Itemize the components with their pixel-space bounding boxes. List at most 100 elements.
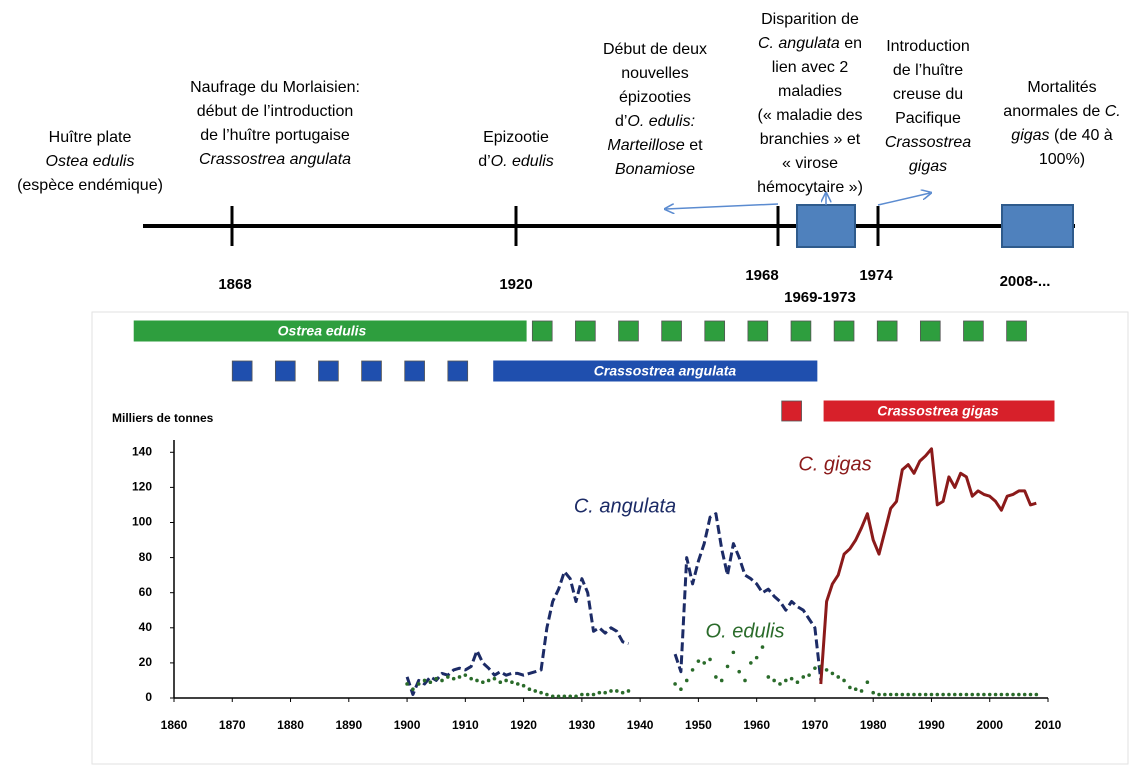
event-text-part: Naufrage du Morlaisien:: [190, 79, 360, 96]
event-text: de l’huître portugaise: [200, 127, 350, 144]
event-text-part: O. edulis: [491, 153, 554, 170]
data-point: [807, 673, 811, 677]
data-point: [615, 689, 619, 693]
event-text: Crassostrea angulata: [199, 151, 351, 168]
event-text-part: lien avec 2: [772, 59, 849, 76]
data-point: [708, 657, 712, 662]
event-text-part: nouvelles: [621, 65, 689, 82]
x-tick-label: 1970: [802, 718, 829, 732]
event-text-part: anormales de: [1003, 103, 1104, 120]
data-point: [1034, 692, 1039, 697]
data-point: [958, 692, 963, 697]
event-text-part: « virose: [782, 155, 838, 172]
event-text: 100%): [1039, 151, 1085, 168]
event-text-part: Huître plate: [49, 129, 132, 146]
event-text-part: en: [840, 35, 862, 52]
data-point: [993, 692, 998, 697]
timeline-period: [796, 204, 856, 248]
event-text-part: C. angulata: [758, 35, 840, 52]
data-point: [871, 690, 875, 695]
data-point: [405, 682, 409, 686]
x-tick-label: 1940: [627, 718, 654, 732]
arrow: [877, 193, 930, 206]
data-point: [784, 678, 788, 683]
presence-bar: [492, 359, 819, 383]
x-tick-label: 1860: [161, 718, 188, 732]
presence-sporadic: [231, 360, 469, 382]
y-tick-label: 60: [139, 585, 153, 599]
data-point: [451, 676, 456, 681]
event-text: Pacifique: [895, 110, 961, 127]
x-tick-label: 1910: [452, 718, 479, 732]
series-line: [405, 512, 823, 696]
data-point: [597, 690, 602, 695]
data-point: [481, 680, 485, 685]
presence-square: [963, 320, 984, 342]
data-point: [504, 678, 508, 683]
presence-square: [404, 360, 425, 382]
data-point: [440, 678, 444, 683]
presence-square: [747, 320, 769, 342]
event-text-part: Bonamiose: [615, 161, 695, 178]
data-point: [521, 683, 526, 688]
data-point: [789, 676, 794, 681]
presence-label: Ostrea edulis: [278, 323, 367, 339]
data-point: [626, 689, 631, 693]
event-text-part: Epizootie: [483, 129, 549, 146]
event-text: Introduction: [886, 38, 970, 55]
presence-square: [790, 320, 812, 342]
data-point: [743, 678, 747, 683]
data-point: [411, 687, 415, 692]
presence-square: [919, 320, 941, 342]
data-point: [859, 689, 864, 693]
presence-square: [1006, 320, 1027, 342]
data-point: [690, 668, 695, 672]
event-text-part: C.: [1105, 103, 1121, 120]
data-point: [795, 680, 800, 685]
presence-square: [618, 320, 639, 342]
event-text: gigas: [909, 158, 947, 175]
x-tick-label: 1980: [860, 718, 887, 732]
event-text-part: Introduction: [886, 38, 970, 55]
y-axis-label: Milliers de tonnes: [112, 411, 214, 425]
data-point: [941, 692, 945, 697]
event-text-part: Crassostrea angulata: [199, 151, 351, 168]
event-text: gigas (de 40 à: [1011, 127, 1113, 144]
presence-square: [531, 320, 553, 342]
data-point: [696, 659, 701, 663]
data-point: [749, 661, 753, 665]
data-point: [842, 678, 846, 683]
event-text: épizooties: [619, 89, 691, 106]
series-label: C. angulata: [574, 495, 676, 517]
event-text-part: gigas: [1011, 127, 1049, 144]
x-tick-label: 1880: [277, 718, 304, 732]
data-point: [556, 694, 561, 699]
data-point: [760, 645, 765, 649]
data-point: [428, 680, 433, 685]
data-point: [883, 692, 887, 697]
event-date: 1920: [499, 276, 532, 293]
x-tick-label: 2010: [1035, 718, 1062, 732]
data-point: [935, 692, 940, 697]
event-text-part: de l’huître portugaise: [200, 127, 350, 144]
data-point: [684, 678, 689, 683]
timeline-period: [1001, 204, 1074, 248]
y-tick-label: 120: [132, 480, 152, 494]
presence-square: [876, 320, 898, 342]
presence-bar: [822, 399, 1056, 423]
data-point: [475, 678, 479, 683]
x-tick-label: 1930: [569, 718, 596, 732]
data-point: [591, 692, 596, 697]
presence-square: [575, 320, 596, 342]
data-point: [754, 655, 759, 660]
event-text: (espèce endémique): [17, 177, 163, 194]
data-point: [1011, 692, 1015, 697]
event-text: Crassostrea: [885, 134, 971, 151]
event-text: d’O. edulis:: [615, 113, 695, 130]
data-point: [824, 668, 829, 672]
data-point: [964, 692, 969, 697]
data-point: [620, 690, 625, 695]
data-point: [457, 675, 462, 679]
event-text: Naufrage du Morlaisien:: [190, 79, 360, 96]
data-point: [813, 666, 817, 670]
